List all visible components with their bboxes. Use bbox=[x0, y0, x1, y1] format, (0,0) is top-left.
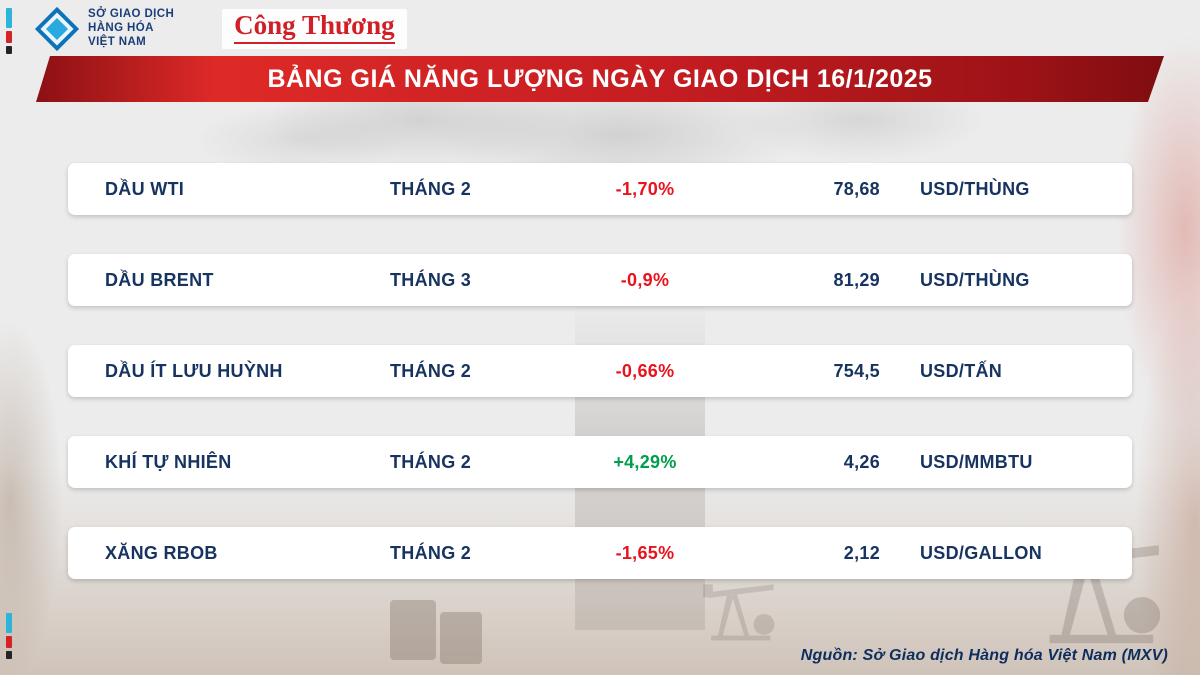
change-percent: -1,70% bbox=[615, 178, 675, 199]
contract-month: THÁNG 2 bbox=[390, 542, 472, 563]
price-value: 2,12 bbox=[843, 542, 880, 563]
price-unit: USD/THÙNG bbox=[920, 178, 1030, 199]
price-value: 78,68 bbox=[833, 178, 880, 199]
barrel-silhouette bbox=[440, 612, 482, 664]
change-percent: -0,66% bbox=[615, 360, 675, 381]
table-row: XĂNG RBOB THÁNG 2 -1,65% 2,12 USD/GALLON bbox=[68, 527, 1132, 579]
barrel-silhouette bbox=[390, 600, 436, 660]
price-value: 81,29 bbox=[833, 269, 880, 290]
price-unit: USD/MMBTU bbox=[920, 451, 1033, 472]
price-unit: USD/GALLON bbox=[920, 542, 1042, 563]
logo-row: SỞ GIAO DỊCH HÀNG HÓA VIỆT NAM Công Thươ… bbox=[34, 6, 407, 52]
title-banner: BẢNG GIÁ NĂNG LƯỢNG NGÀY GIAO DỊCH 16/1/… bbox=[36, 56, 1164, 102]
pumpjack-silhouette-small-icon bbox=[703, 584, 775, 641]
contract-month: THÁNG 2 bbox=[390, 360, 472, 381]
table-row: DẦU BRENT THÁNG 3 -0,9% 81,29 USD/THÙNG bbox=[68, 254, 1132, 306]
corner-accent-top bbox=[6, 8, 12, 54]
congthuong-logo-rule bbox=[234, 42, 395, 45]
congthuong-logo: Công Thương bbox=[222, 8, 407, 50]
change-percent: -1,65% bbox=[615, 542, 675, 563]
page-title: BẢNG GIÁ NĂNG LƯỢNG NGÀY GIAO DỊCH 16/1/… bbox=[267, 64, 933, 93]
corner-accent-bottom bbox=[6, 613, 12, 659]
congthuong-logo-text: Công Thương bbox=[234, 9, 395, 40]
price-table: DẦU WTI THÁNG 2 -1,70% 78,68 USD/THÙNG D… bbox=[68, 163, 1132, 618]
change-percent: +4,29% bbox=[613, 451, 677, 472]
mxv-diamond-logo-icon bbox=[34, 6, 80, 52]
contract-month: THÁNG 2 bbox=[390, 451, 472, 472]
mxv-logo-line2: HÀNG HÓA bbox=[88, 22, 154, 35]
price-value: 754,5 bbox=[833, 360, 880, 381]
commodity-name: KHÍ TỰ NHIÊN bbox=[105, 451, 232, 472]
source-credit: Nguồn: Sở Giao dịch Hàng hóa Việt Nam (M… bbox=[800, 647, 1168, 664]
change-percent: -0,9% bbox=[620, 269, 670, 290]
mxv-logo-line3: VIỆT NAM bbox=[88, 35, 147, 48]
price-unit: USD/THÙNG bbox=[920, 269, 1030, 290]
contract-month: THÁNG 2 bbox=[390, 178, 472, 199]
table-row: DẦU WTI THÁNG 2 -1,70% 78,68 USD/THÙNG bbox=[68, 163, 1132, 215]
price-value: 4,26 bbox=[843, 451, 880, 472]
mxv-logo-line1: SỞ GIAO DỊCH bbox=[88, 8, 175, 21]
table-row: DẦU ÍT LƯU HUỲNH THÁNG 2 -0,66% 754,5 US… bbox=[68, 345, 1132, 397]
mxv-logo-text: SỞ GIAO DỊCH HÀNG HÓA VIỆT NAM bbox=[88, 8, 174, 49]
commodity-name: DẦU WTI bbox=[105, 178, 185, 199]
price-unit: USD/TẤN bbox=[920, 360, 1003, 381]
commodity-name: DẦU BRENT bbox=[105, 269, 214, 290]
commodity-name: XĂNG RBOB bbox=[105, 542, 218, 563]
commodity-name: DẦU ÍT LƯU HUỲNH bbox=[105, 360, 283, 381]
table-row: KHÍ TỰ NHIÊN THÁNG 2 +4,29% 4,26 USD/MMB… bbox=[68, 436, 1132, 488]
contract-month: THÁNG 3 bbox=[390, 269, 472, 290]
